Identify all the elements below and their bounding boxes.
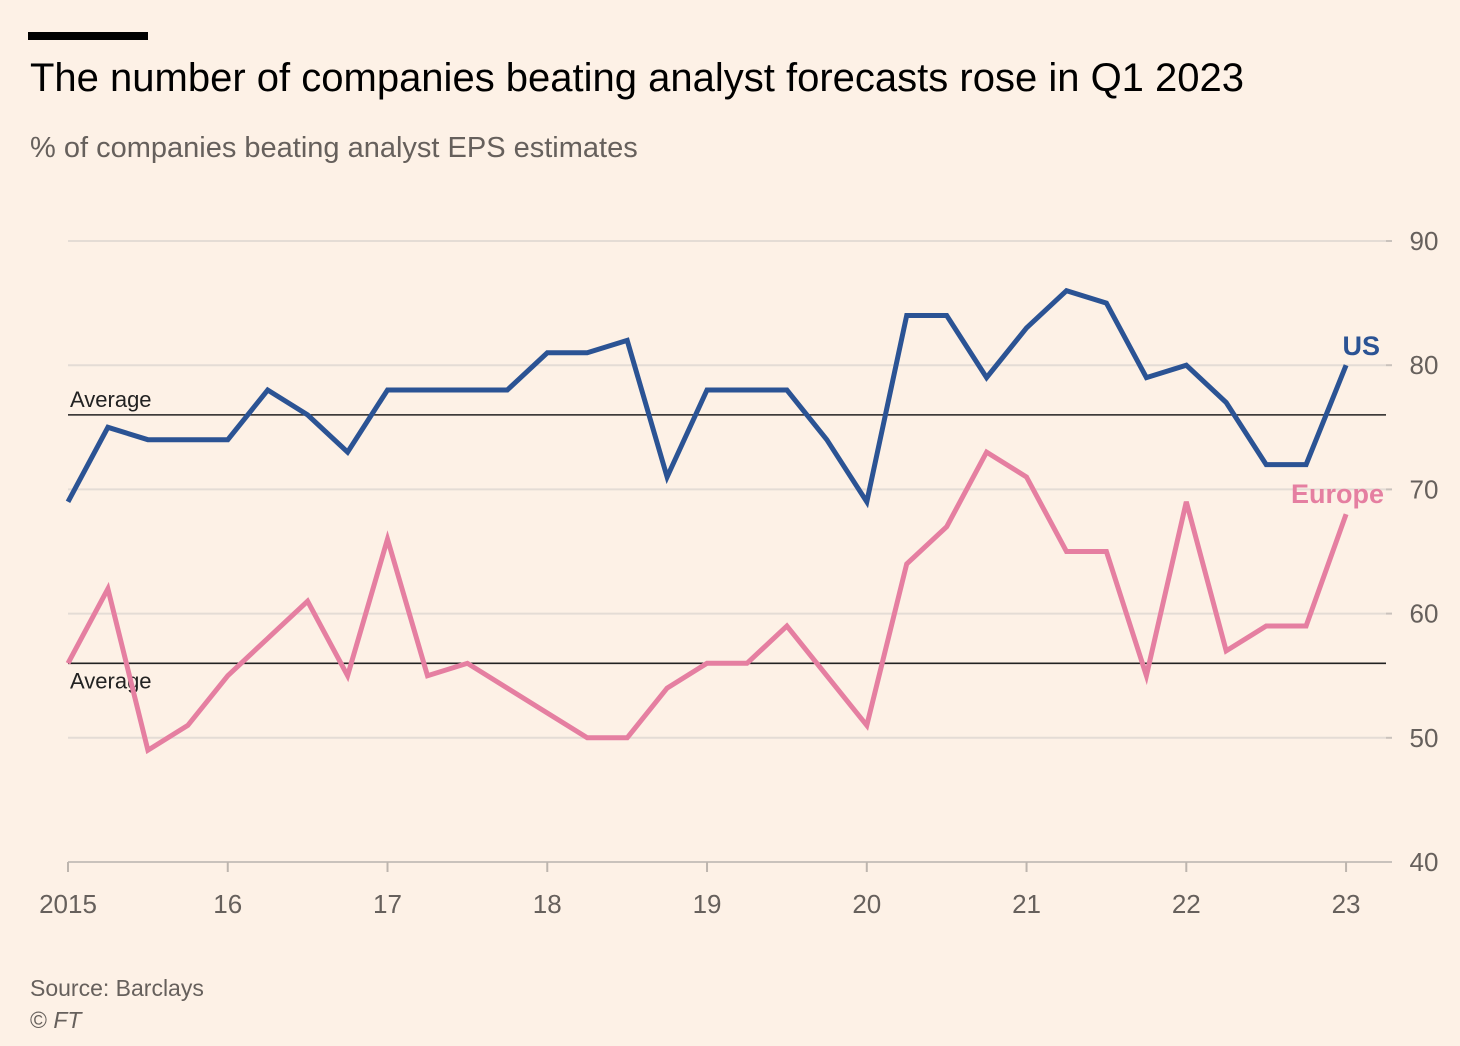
header-accent-bar — [28, 32, 148, 40]
y-tick-label-50: 50 — [1410, 723, 1439, 753]
average-label-europe: Average — [70, 668, 152, 693]
y-tick-label-40: 40 — [1410, 847, 1439, 877]
chart-subtitle: % of companies beating analyst EPS estim… — [30, 132, 638, 164]
chart-title: The number of companies beating analyst … — [30, 56, 1245, 100]
y-tick-label-70: 70 — [1410, 474, 1439, 504]
source-note: Source: Barclays — [30, 975, 204, 1001]
copyright-note: © FT — [30, 1007, 81, 1034]
x-tick-label-2015: 2015 — [39, 889, 97, 919]
series-line-europe — [65, 448, 1349, 755]
x-tick-label-16: 16 — [213, 889, 242, 919]
x-tick-label-20: 20 — [852, 889, 881, 919]
copyright-name: FT — [53, 1007, 82, 1033]
series-label-europe: Europe — [1291, 479, 1384, 509]
x-tick-label-17: 17 — [373, 889, 402, 919]
average-label-us: Average — [70, 387, 152, 412]
y-tick-label-80: 80 — [1410, 350, 1439, 380]
series-label-us: US — [1342, 331, 1380, 361]
series-line-us — [65, 287, 1349, 509]
x-tick-label-23: 23 — [1332, 889, 1361, 919]
y-tick-label-90: 90 — [1410, 226, 1439, 256]
copyright-symbol: © — [30, 1007, 47, 1033]
x-tick-label-18: 18 — [533, 889, 562, 919]
x-tick-label-19: 19 — [693, 889, 722, 919]
x-tick-label-21: 21 — [1012, 889, 1041, 919]
x-tick-label-22: 22 — [1172, 889, 1201, 919]
y-tick-label-60: 60 — [1410, 599, 1439, 629]
